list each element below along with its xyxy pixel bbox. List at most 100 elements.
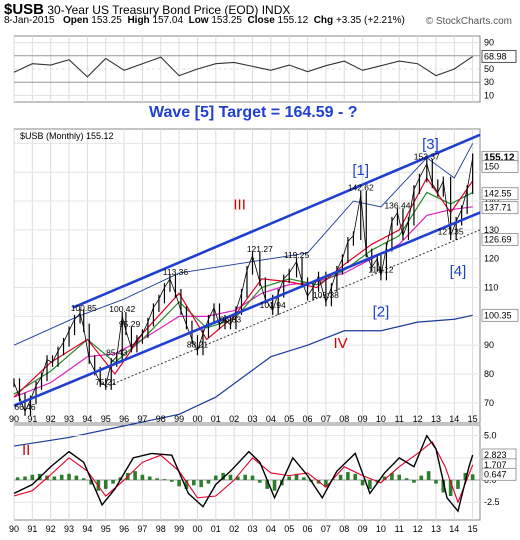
x-tick-label-macd: 01 — [211, 524, 221, 534]
x-tick-label-macd: 13 — [431, 524, 441, 534]
exchange: INDX — [261, 3, 291, 17]
macd-hist-bar — [243, 474, 247, 481]
macd-hist-bar — [111, 480, 115, 484]
wave-label: [2] — [373, 303, 390, 320]
right-value-label: 100.35 — [484, 310, 512, 320]
macd-hist-bar — [441, 480, 446, 493]
rsi-tick-label: 10 — [484, 90, 494, 100]
macd-hist-bar — [360, 480, 365, 486]
wave-label: [3] — [422, 136, 439, 153]
macd-hist-bar — [426, 471, 431, 481]
price-pivot-label: 121.27 — [247, 244, 273, 254]
macd-hist-bar — [302, 477, 306, 481]
right-value-box — [481, 308, 519, 322]
macd-hist-bar — [89, 480, 93, 485]
x-tick-label-price: 93 — [64, 414, 74, 424]
x-tick-label-macd: 03 — [247, 524, 257, 534]
instrument-name: 30-Year US Treasury Bond Price (EOD) — [47, 3, 259, 17]
rsi-tick-label: 30 — [484, 77, 494, 87]
right-value-box — [481, 160, 519, 173]
price-pivot-label: 96.83 — [220, 314, 242, 324]
price-tick-label: 80 — [484, 369, 494, 379]
price-panel-title: $USB (Monthly) 155.12 — [20, 131, 114, 141]
ma-red-line — [13, 176, 474, 398]
rsi-value-box — [481, 49, 517, 63]
x-tick-label-price: 09 — [358, 414, 368, 424]
macd-hist-bar — [140, 474, 145, 481]
x-tick-label-price: 06 — [303, 414, 313, 424]
macd-hist-bar — [184, 480, 189, 489]
price-pivot-label: 66.46 — [14, 402, 36, 412]
macd-hist-bar — [214, 475, 218, 481]
macd-hist-bar — [30, 474, 35, 481]
price-tick-label: 110 — [484, 283, 498, 293]
macd-hist-bar — [250, 475, 255, 481]
macd-hist-bar — [448, 480, 453, 497]
wave-target-title: Wave [5] Target = 164.59 - ? — [149, 104, 358, 121]
x-tick-label-price: 04 — [266, 414, 276, 424]
x-tick-label-price: 95 — [101, 414, 111, 424]
x-tick-label-price: 92 — [46, 414, 56, 424]
macd-tick-label: -2.5 — [484, 497, 500, 507]
price-tick-label: 140 — [484, 196, 499, 206]
macd-hist-bar — [419, 475, 424, 481]
x-tick-label-price: 98 — [156, 414, 166, 424]
x-tick-label-price: 99 — [174, 414, 184, 424]
symbol: $USB — [4, 1, 45, 18]
x-tick-label-price: 14 — [449, 414, 459, 424]
ohlc-line: 8-Jan-2015 Open 153.25 High 157.04 Low 1… — [4, 15, 405, 26]
price-tick-label: 130 — [484, 225, 499, 235]
x-tick-label-price: 10 — [376, 414, 386, 424]
macd-hist-bar — [404, 478, 409, 481]
x-tick-label-macd: 02 — [229, 524, 239, 534]
x-tick-label-macd: 12 — [413, 524, 423, 534]
macd-hist-bar — [147, 476, 152, 481]
x-tick-label-price: 01 — [211, 414, 221, 424]
x-tick-label-macd: 97 — [137, 524, 147, 534]
x-tick-label-price: 05 — [284, 414, 294, 424]
upper-band-line — [13, 143, 474, 346]
x-tick-label-macd: 15 — [468, 524, 478, 534]
macd-hist-bar — [169, 480, 174, 482]
rsi-tick-label: 90 — [484, 38, 494, 48]
macd-hist-bar — [390, 472, 394, 481]
rsi-tick-label: 50 — [484, 64, 494, 74]
price-pivot-label: 101.94 — [260, 300, 286, 310]
right-value-label: 126.69 — [484, 234, 512, 244]
wave-label: III — [233, 197, 246, 214]
x-tick-label-macd: 09 — [358, 524, 368, 534]
price-tick-label: 70 — [484, 398, 494, 408]
high-label: High — [127, 15, 150, 26]
macd-hist-bar — [382, 476, 387, 481]
x-tick-label-macd: 07 — [321, 524, 331, 534]
lower-band-line — [13, 314, 473, 447]
x-tick-label-macd: 95 — [101, 524, 111, 534]
macd-hist-bar — [81, 478, 86, 481]
x-tick-label-price: 94 — [82, 414, 92, 424]
macd-hist-bar — [59, 474, 64, 481]
rsi-panel-frame — [13, 35, 481, 103]
macd-value-label: 0.647 — [484, 469, 507, 479]
macd-hist-bar — [470, 474, 475, 481]
macd-hist-bar — [199, 480, 203, 488]
macd-wave-label: II — [22, 442, 30, 459]
x-tick-label-macd: 98 — [156, 524, 166, 534]
macd-hist-bar — [221, 472, 225, 481]
x-tick-label-price: 97 — [137, 414, 147, 424]
right-value-label: 142.55 — [484, 189, 512, 199]
x-tick-label-macd: 05 — [284, 524, 294, 534]
price-pivot-label: 85.43 — [106, 347, 128, 357]
macd-hist-bar — [456, 480, 460, 489]
macd-hist-bar — [272, 480, 277, 491]
x-tick-label-macd: 10 — [376, 524, 386, 534]
x-tick-label-price: 11 — [395, 414, 404, 424]
x-tick-label-macd: 94 — [82, 524, 92, 534]
chg-label: Chg — [313, 15, 334, 26]
macd-value-label: 1.707 — [484, 460, 507, 470]
x-tick-label-price: 03 — [247, 414, 257, 424]
price-pivot-label: 88.21 — [187, 339, 209, 349]
rsi-line — [13, 56, 473, 78]
macd-hist-bar — [162, 479, 167, 481]
